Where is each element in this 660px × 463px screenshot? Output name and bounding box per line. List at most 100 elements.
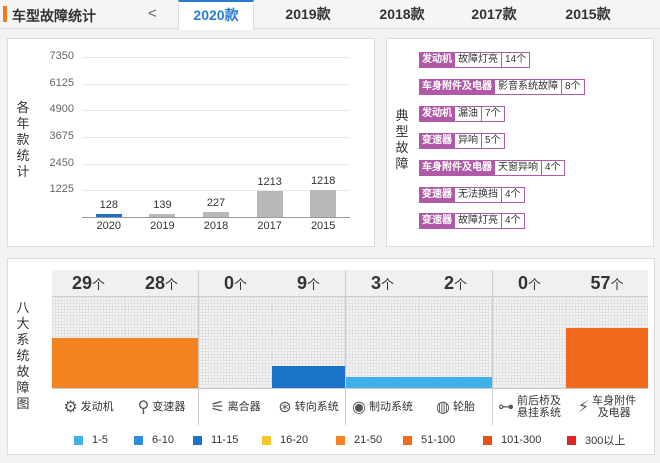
system-label: ⚲ 变速器 — [125, 388, 198, 425]
fault-description: 故障灯亮 — [455, 213, 502, 229]
y-tick-label: 4900 — [49, 103, 74, 116]
legend-label: 16-20 — [280, 434, 309, 446]
bar-2020 — [95, 214, 122, 217]
tab-2018[interactable]: 2018款 — [379, 6, 425, 22]
fault-description: 天窗异响 — [495, 160, 542, 176]
legend-label: 6-10 — [152, 434, 175, 446]
system-name: 发动机 — [80, 401, 114, 413]
system-name: 变速器 — [152, 401, 186, 413]
system-fault-count: 0个 — [493, 270, 566, 297]
fault-description: 异响 — [455, 133, 482, 149]
system-name: 轮胎 — [452, 401, 475, 413]
legend-swatch — [74, 435, 83, 445]
page-title: 车型故障统计 — [12, 8, 96, 24]
system-fault-count: 3个 — [346, 270, 419, 297]
system-bar-fill — [419, 377, 492, 388]
legend-label: 51-100 — [421, 434, 456, 446]
legend-item: 16-20 — [262, 432, 308, 448]
fault-system-tag: 变速器 — [419, 187, 455, 203]
x-tick-label: 2020 — [96, 220, 122, 232]
system-label: ⚡ 车身附件 及电器 — [566, 388, 648, 425]
x-tick-label: 2018 — [203, 220, 229, 232]
y-tick-label: 6125 — [49, 76, 74, 89]
engine-icon: ⚙ — [63, 399, 78, 416]
system-label: ⚟ 离合器 — [199, 388, 272, 425]
fault-count: 4个 — [542, 160, 565, 176]
system-column[interactable]: 57个 ⚡ 车身附件 及电器 — [566, 270, 648, 425]
legend-swatch — [403, 435, 412, 445]
fault-count: 5个 — [482, 133, 505, 149]
system-column[interactable]: 2个 ◍ 轮胎 — [419, 270, 493, 425]
system-bar-fill — [52, 337, 125, 388]
tire-icon: ◍ — [436, 399, 450, 416]
system-bar-area — [493, 297, 566, 388]
system-bar-area — [52, 297, 125, 388]
typical-fault-item[interactable]: 车身附件及电器 影音系统故障 8个 — [419, 79, 585, 95]
legend-item: 1-5 — [74, 432, 108, 448]
system-bar-area — [125, 297, 198, 388]
tab-2017[interactable]: 2017款 — [471, 6, 517, 22]
typical-faults-title: 典型故障 — [395, 108, 409, 171]
fault-count: 4个 — [502, 213, 525, 229]
legend-item: 51-100 — [403, 432, 455, 448]
system-fault-count: 28个 — [125, 270, 198, 297]
legend-item: 300以上 — [567, 432, 625, 448]
typical-fault-item[interactable]: 变速器 异响 5个 — [419, 133, 505, 149]
typical-fault-item[interactable]: 车身附件及电器 天窗异响 4个 — [419, 160, 565, 176]
fault-system-tag: 发动机 — [419, 52, 455, 68]
fault-description: 故障灯亮 — [455, 52, 502, 68]
gridline — [82, 137, 350, 138]
gridline — [82, 110, 350, 112]
system-name: 离合器 — [227, 401, 261, 413]
typical-fault-item[interactable]: 发动机 故障灯亮 14个 — [419, 52, 531, 68]
x-axis-line — [82, 217, 350, 218]
legend-item: 21-50 — [336, 432, 382, 448]
y-tick-label: 7350 — [49, 50, 74, 62]
suspension-icon: ⊶ — [498, 399, 514, 416]
gridline — [82, 163, 350, 165]
typical-fault-item[interactable]: 发动机 漏油 7个 — [419, 106, 505, 122]
legend-label: 300以上 — [585, 435, 626, 447]
system-column[interactable]: 28个 ⚲ 变速器 — [125, 270, 199, 425]
system-label: ◍ 轮胎 — [419, 388, 492, 425]
system-column[interactable]: 29个 ⚙ 发动机 — [52, 270, 126, 425]
legend-swatch — [262, 435, 271, 445]
fault-count: 14个 — [502, 52, 531, 68]
gridline — [82, 83, 350, 85]
bar-value-label: 1213 — [257, 175, 282, 188]
typical-fault-item[interactable]: 变速器 无法换挡 4个 — [419, 187, 525, 203]
y-tick-label: 1225 — [49, 183, 74, 196]
legend-swatch — [336, 435, 345, 445]
system-label: ⊛ 转向系统 — [272, 388, 345, 425]
bar-2015 — [310, 190, 337, 217]
system-bar-area — [566, 297, 648, 388]
gridline — [82, 57, 350, 58]
fault-system-tag: 变速器 — [419, 133, 455, 149]
bar-value-label: 1218 — [310, 175, 336, 188]
legend-label: 1-5 — [92, 434, 108, 446]
system-column[interactable]: 0个 ⚟ 离合器 — [199, 270, 273, 425]
system-bar-area — [346, 297, 419, 388]
system-fault-count: 0个 — [199, 270, 272, 297]
legend-swatch — [483, 435, 492, 445]
typical-fault-item[interactable]: 变速器 故障灯亮 4个 — [419, 213, 525, 229]
title-accent — [3, 6, 7, 22]
system-column[interactable]: 0个 ⊶ 前后桥及 悬挂系统 — [493, 270, 567, 425]
tab-2015[interactable]: 2015款 — [565, 6, 611, 22]
system-name: 制动系统 — [368, 401, 413, 413]
tab-2020[interactable]: 2020款 — [178, 0, 254, 30]
prev-arrow-icon[interactable]: < — [148, 5, 157, 22]
x-tick-label: 2015 — [310, 220, 336, 232]
system-column[interactable]: 3个 ◉ 制动系统 — [346, 270, 420, 425]
fault-count: 4个 — [502, 187, 525, 203]
tab-2019[interactable]: 2019款 — [285, 6, 331, 22]
fault-count: 8个 — [562, 79, 585, 95]
legend-swatch — [567, 435, 576, 445]
systems-title: 八大系统故障图 — [16, 300, 30, 411]
bar-2017 — [256, 190, 283, 217]
system-name: 转向系统 — [294, 401, 339, 413]
legend-label: 101-300 — [501, 434, 542, 446]
system-bar-area — [419, 297, 492, 388]
system-column[interactable]: 9个 ⊛ 转向系统 — [272, 270, 346, 425]
system-fault-count: 29个 — [52, 270, 125, 297]
